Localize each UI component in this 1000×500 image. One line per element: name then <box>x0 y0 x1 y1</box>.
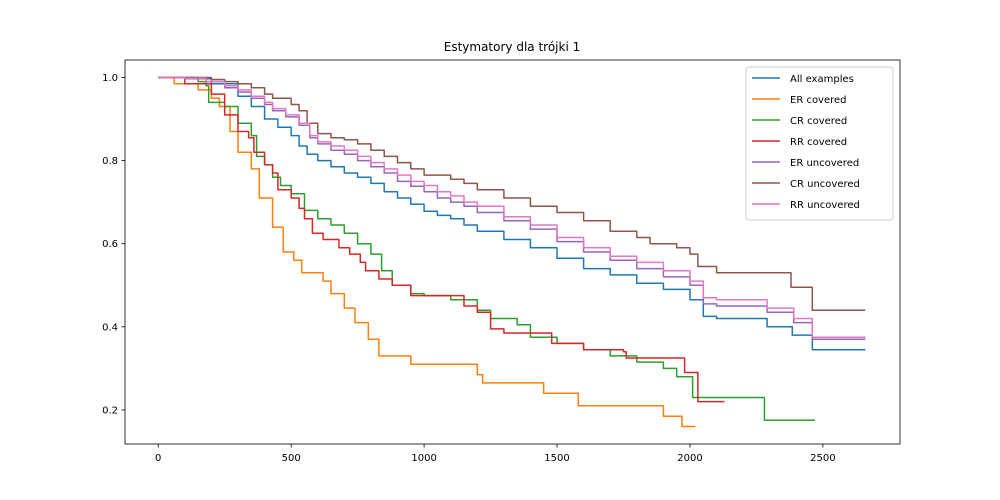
legend-label-2: ER covered <box>790 95 847 106</box>
series-line-7 <box>158 76 866 338</box>
x-tick-label: 500 <box>282 453 301 464</box>
series-line-1 <box>158 76 866 351</box>
legend-label-7: RR uncovered <box>790 200 860 211</box>
legend-label-1: All examples <box>790 74 854 85</box>
legend-label-6: CR uncovered <box>790 179 860 190</box>
y-tick-label: 1.0 <box>102 73 118 84</box>
chart-title: Estymatory dla trójki 1 <box>444 40 580 54</box>
legend-label-5: ER uncovered <box>790 158 859 169</box>
legend-label-4: RR covered <box>790 137 847 148</box>
x-tick-label: 0 <box>155 453 161 464</box>
series-line-3 <box>158 76 815 422</box>
y-tick-label: 0.2 <box>102 405 118 416</box>
series-line-4 <box>158 76 725 403</box>
x-tick-label: 1500 <box>544 453 569 464</box>
x-tick-label: 1000 <box>411 453 436 464</box>
series-layer <box>158 76 866 428</box>
legend-label-3: CR covered <box>790 116 847 127</box>
x-axis: 0 500 1000 1500 2000 2500 <box>155 444 836 464</box>
legend-box <box>745 66 894 221</box>
plot-area-frame <box>124 59 901 445</box>
x-tick-label: 2000 <box>677 453 702 464</box>
y-tick-label: 0.8 <box>102 156 118 167</box>
series-line-6 <box>158 76 866 311</box>
y-tick-label: 0.6 <box>102 239 118 250</box>
x-tick-label: 2500 <box>810 453 835 464</box>
y-axis: 0.2 0.4 0.6 0.8 1.0 <box>102 73 125 416</box>
y-tick-label: 0.4 <box>102 322 118 333</box>
legend: All examples ER covered CR covered RR cover… <box>745 66 894 221</box>
